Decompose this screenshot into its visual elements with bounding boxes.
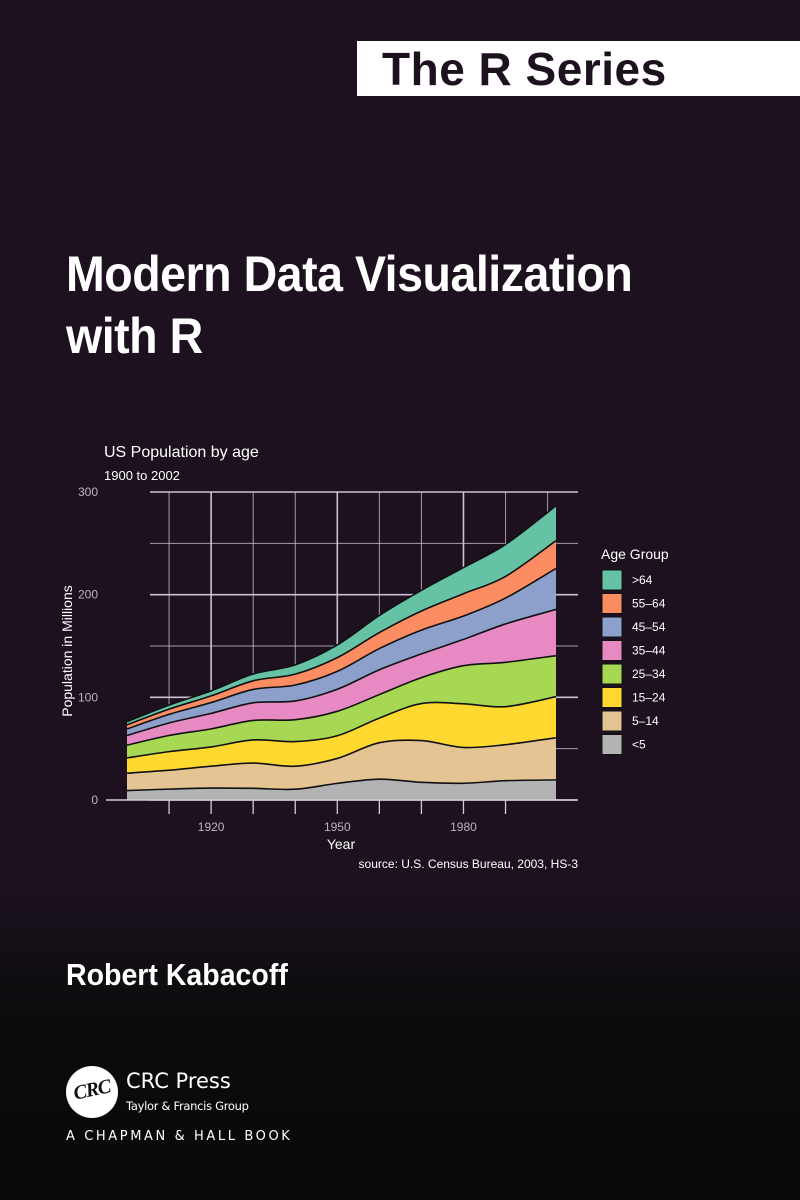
legend-swatch <box>601 640 623 661</box>
book-title-line-1: Modern Data Visualization <box>66 246 633 302</box>
publisher-imprint: A CHAPMAN & HALL BOOK <box>66 1129 293 1144</box>
legend-label: 45–54 <box>632 620 666 634</box>
y-tick-label: 300 <box>78 485 98 499</box>
legend-swatch <box>601 593 623 614</box>
chart-subtitle: 1900 to 2002 <box>104 468 180 483</box>
chart-legend: Age Group >64 55–64 45–54 35–44 25–34 15–24 5–… <box>601 546 669 755</box>
area-55-64 <box>127 540 556 729</box>
area-45-54 <box>127 568 556 736</box>
legend-swatch <box>601 687 623 708</box>
book-title: Modern Data Visualization with R <box>66 243 736 367</box>
legend-swatch <box>601 663 623 685</box>
y-axis-label: Population in Millions <box>59 585 75 717</box>
chart-svg: US Population by age 1900 to 2002 0 100 20… <box>59 444 669 871</box>
legend-swatch <box>601 710 623 732</box>
area-35-44 <box>127 609 556 746</box>
author-name: Robert Kabacoff <box>66 957 288 992</box>
area-5 <box>127 779 556 800</box>
book-title-line-2: with R <box>66 308 203 364</box>
x-axis: 1920 1950 1980 <box>106 799 578 834</box>
publisher-block: CRC CRC Press Taylor & Francis Group A C… <box>66 1066 366 1156</box>
x-tick-label: 1920 <box>198 820 225 834</box>
publisher-group: Taylor & Francis Group <box>126 1099 249 1113</box>
legend-title: Age Group <box>601 546 669 562</box>
publisher-name: CRC Press <box>126 1069 231 1093</box>
x-tick-label: 1980 <box>450 820 477 834</box>
crc-logo-text: CRC <box>71 1075 113 1105</box>
legend-swatch <box>601 616 623 638</box>
y-tick-label: 0 <box>91 793 98 807</box>
legend-label: 25–34 <box>632 667 666 681</box>
x-axis-label: Year <box>327 836 356 852</box>
legend-label: 55–64 <box>632 597 666 611</box>
y-tick-label: 100 <box>78 690 98 704</box>
y-axis: 0 100 200 300 <box>78 485 98 807</box>
population-chart: US Population by age 1900 to 2002 0 100 20… <box>59 444 669 871</box>
series-label: The R Series <box>382 43 667 95</box>
chart-caption: source: U.S. Census Bureau, 2003, HS-3 <box>359 857 579 871</box>
legend-label: 5–14 <box>632 714 659 728</box>
legend-label: 35–44 <box>632 644 666 658</box>
y-tick-label: 200 <box>78 588 98 602</box>
chart-title: US Population by age <box>104 444 259 461</box>
crc-logo-icon: CRC <box>66 1066 118 1118</box>
area-25-34 <box>127 655 556 758</box>
legend-swatch <box>601 734 623 755</box>
area-5-14 <box>127 737 556 791</box>
legend-label: 15–24 <box>632 691 666 705</box>
series-banner: The R Series <box>357 41 800 96</box>
x-tick-label: 1950 <box>324 820 351 834</box>
legend-swatch <box>601 569 623 591</box>
chart-areas <box>126 505 557 800</box>
legend-label: >64 <box>632 573 653 587</box>
legend-label: <5 <box>632 738 646 752</box>
